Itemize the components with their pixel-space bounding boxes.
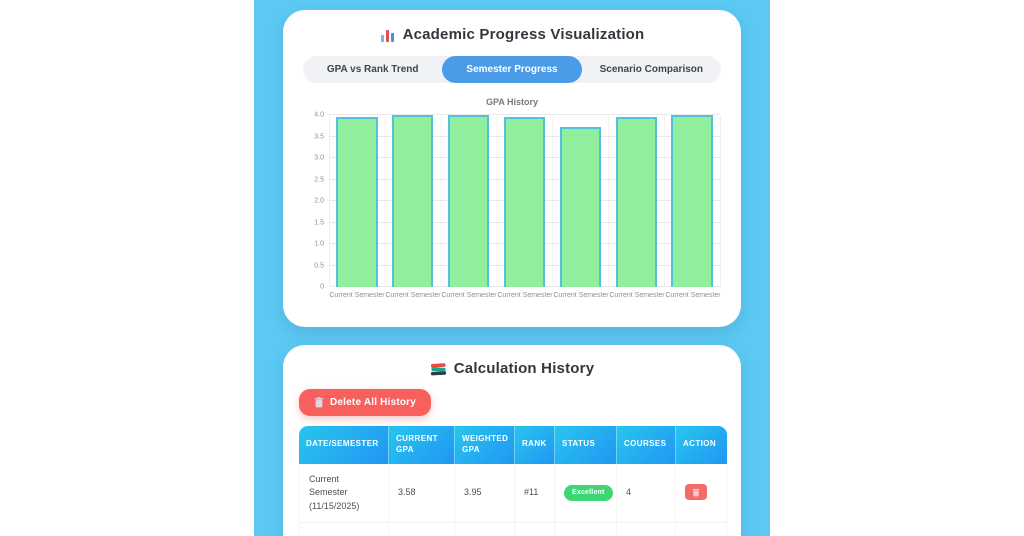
plot-area [329, 114, 721, 287]
x-axis-label: Current Semester [329, 292, 385, 299]
bar-slot [664, 115, 720, 287]
page-title: Academic Progress Visualization [402, 26, 645, 43]
gpa-bar [615, 117, 657, 287]
y-tick-label: 1.5 [314, 219, 324, 226]
y-tick-label: 4.0 [314, 111, 324, 119]
header-courses: COURSES [617, 426, 676, 464]
cell-status: Excellent [555, 463, 617, 524]
gpa-bar [671, 115, 713, 287]
gpa-history-chart: 4.0 3.5 3.0 2.5 2.0 1.5 1.0 0.5 0 [303, 111, 721, 291]
y-axis: 4.0 3.5 3.0 2.5 2.0 1.5 1.0 0.5 0 [303, 111, 329, 291]
trash-icon [314, 397, 324, 408]
x-axis-label: Current Semester [609, 292, 665, 299]
gridline [329, 114, 720, 115]
table-row: Current Semester (11/15/2025) 3.58 3.95 … [299, 463, 727, 524]
app-background-band: Academic Progress Visualization GPA vs R… [254, 0, 770, 536]
visualization-card: Academic Progress Visualization GPA vs R… [283, 10, 741, 327]
y-tick-label: 2.5 [314, 176, 324, 183]
y-tick-label: 0.5 [314, 262, 324, 269]
gpa-bar [503, 117, 546, 287]
cell-weighted-gpa: 3.95 [455, 463, 515, 524]
status-badge: Excellent [564, 484, 613, 502]
delete-all-history-button[interactable]: Delete All History [299, 389, 432, 416]
delete-all-history-label: Delete All History [330, 397, 417, 408]
table-header-row: DATE/SEMESTER CURRENT GPA WEIGHTED GPA R… [299, 426, 727, 464]
cell-date-semester: Current Semester (11/15/2025) [299, 463, 389, 524]
gpa-bar [336, 117, 378, 287]
bar-chart-icon [380, 29, 394, 42]
bar-slot [552, 115, 608, 287]
books-icon [430, 362, 446, 375]
y-tick-label: 0 [320, 283, 324, 291]
header-date-semester: DATE/SEMESTER [299, 426, 389, 464]
x-axis-label: Current Semester [385, 292, 441, 299]
tab-gpa-vs-rank-trend[interactable]: GPA vs Rank Trend [326, 64, 419, 75]
table-row-partial [299, 523, 727, 536]
x-axis-label: Current Semester [553, 292, 609, 299]
history-card-title: Calculation History [299, 360, 725, 377]
y-tick-label: 3.0 [314, 154, 324, 162]
header-status: STATUS [555, 426, 617, 464]
x-axis-label: Current Semester [665, 292, 721, 299]
tab-scenario-comparison[interactable]: Scenario Comparison [599, 64, 703, 75]
calculation-history-table: DATE/SEMESTER CURRENT GPA WEIGHTED GPA R… [299, 426, 727, 536]
history-title: Calculation History [453, 360, 595, 377]
header-rank: RANK [515, 426, 555, 464]
cell-rank: #11 [515, 463, 555, 524]
y-tick-label: 1.0 [314, 240, 324, 248]
gpa-bar [559, 127, 602, 287]
x-axis-label: Current Semester [497, 292, 553, 299]
gpa-bar [447, 115, 490, 287]
cell-current-gpa: 3.58 [389, 463, 455, 524]
tab-semester-progress[interactable]: Semester Progress [442, 56, 582, 83]
y-tick-label: 3.5 [314, 133, 324, 140]
cell-action [676, 463, 727, 524]
gpa-bar [392, 115, 434, 287]
bar-slot [385, 115, 441, 287]
delete-row-button[interactable] [685, 484, 707, 501]
bar-slot [497, 115, 553, 287]
trash-icon [692, 488, 700, 497]
chart-tab-bar: GPA vs Rank Trend Semester Progress Scen… [303, 56, 721, 83]
visualization-card-title: Academic Progress Visualization [303, 26, 721, 43]
calculation-history-card: Calculation History Delete All History D… [283, 345, 741, 536]
cell-courses: 4 [617, 463, 676, 524]
header-weighted-gpa: WEIGHTED GPA [455, 426, 515, 464]
bar-slot [329, 115, 385, 287]
x-axis-labels: Current Semester Current Semester Current … [329, 292, 721, 299]
header-current-gpa: CURRENT GPA [389, 426, 455, 464]
x-axis-label: Current Semester [441, 292, 497, 299]
header-action: ACTION [676, 426, 727, 464]
y-tick-label: 2.0 [314, 197, 324, 205]
bar-slot [441, 115, 497, 287]
bar-slot [608, 115, 664, 287]
chart-title: GPA History [485, 97, 538, 107]
